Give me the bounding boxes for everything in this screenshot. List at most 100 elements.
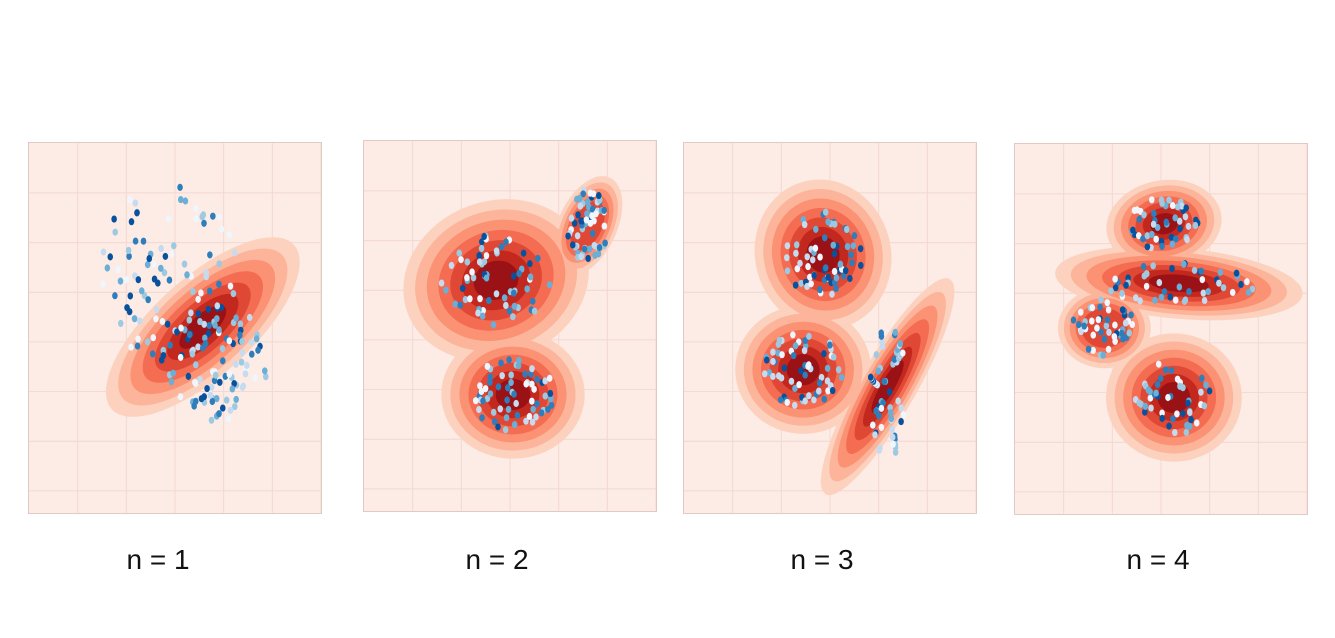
sample-point: [181, 260, 188, 268]
sample-point: [483, 274, 490, 282]
sample-point: [761, 370, 768, 378]
sample-point: [811, 271, 817, 280]
sample-point: [878, 404, 885, 412]
sample-point: [1153, 235, 1159, 243]
sample-point: [487, 378, 493, 386]
sample-point: [565, 232, 571, 240]
sample-point: [880, 399, 886, 407]
sample-point: [1120, 335, 1126, 343]
sample-point: [490, 408, 497, 416]
sample-point: [195, 343, 201, 351]
sample-point: [1112, 284, 1119, 292]
sample-point: [197, 317, 203, 326]
sample-point: [443, 286, 449, 294]
sample-point: [542, 377, 548, 385]
sample-point: [255, 346, 261, 354]
sample-point: [838, 373, 845, 382]
density-panel-1: [28, 142, 322, 514]
sample-point: [233, 395, 239, 403]
sample-point: [1075, 321, 1082, 329]
sample-point: [505, 405, 512, 414]
sample-point: [198, 289, 204, 297]
sample-point: [151, 260, 157, 268]
panel-caption-4: n = 4: [1126, 544, 1190, 575]
sample-point: [833, 274, 840, 282]
sample-point: [115, 266, 121, 274]
sample-point: [498, 359, 504, 367]
sample-point: [1172, 429, 1178, 437]
sample-point: [534, 400, 540, 408]
sample-point: [796, 381, 802, 389]
sample-point: [1077, 308, 1084, 316]
sample-point: [1244, 278, 1250, 286]
sample-point: [589, 229, 596, 238]
sample-point: [1090, 331, 1097, 339]
sample-point: [546, 374, 553, 382]
sample-point: [824, 364, 831, 372]
sample-point: [203, 269, 210, 277]
sample-point: [506, 356, 512, 364]
sample-point: [1095, 316, 1102, 324]
sample-point: [177, 183, 183, 191]
sample-point: [233, 360, 239, 368]
density-contour: [1148, 274, 1209, 293]
sample-point: [214, 315, 220, 323]
sample-point: [821, 234, 828, 242]
sample-point: [225, 415, 232, 423]
sample-point: [1205, 288, 1211, 296]
sample-point: [482, 385, 489, 393]
sample-point: [510, 272, 517, 280]
density-plot-3: [684, 143, 976, 513]
sample-point: [209, 397, 216, 406]
sample-point: [117, 319, 124, 328]
sample-point: [867, 373, 874, 381]
panel-caption-1: n = 1: [126, 544, 190, 575]
sample-point: [812, 244, 819, 252]
sample-point: [878, 423, 885, 431]
sample-point: [201, 320, 207, 328]
sample-point: [240, 382, 247, 390]
sample-point: [801, 347, 808, 355]
sample-point: [1144, 232, 1151, 240]
sample-point: [876, 412, 882, 420]
sample-point: [1100, 351, 1106, 359]
sample-point: [842, 267, 849, 275]
sample-point: [457, 301, 464, 309]
sample-point: [583, 216, 590, 224]
sample-point: [1184, 421, 1190, 429]
sample-point: [595, 250, 602, 258]
sample-point: [524, 285, 530, 293]
sample-point: [216, 326, 222, 334]
sample-point: [546, 281, 553, 289]
sample-point: [1119, 306, 1126, 314]
sample-point: [137, 317, 143, 325]
sample-point: [212, 321, 218, 329]
sample-point: [589, 205, 596, 213]
sample-point: [193, 205, 200, 213]
sample-point: [1172, 214, 1178, 222]
sample-point: [817, 286, 823, 294]
sample-point: [1182, 296, 1189, 304]
sample-point: [1088, 317, 1095, 325]
sample-point: [1159, 409, 1165, 417]
sample-point: [788, 377, 795, 385]
sample-point: [1129, 320, 1136, 329]
sample-point: [886, 388, 893, 396]
sample-point: [581, 245, 588, 253]
sample-point: [239, 338, 245, 346]
sample-point: [472, 397, 479, 405]
sample-point: [200, 344, 206, 352]
sample-point: [1097, 303, 1103, 311]
sample-point: [117, 277, 124, 285]
sample-point: [802, 336, 809, 344]
sample-point: [818, 373, 825, 382]
sample-point: [131, 315, 138, 323]
sample-point: [1174, 375, 1181, 383]
sample-point: [1150, 220, 1157, 228]
sample-point: [491, 418, 498, 426]
sample-point: [898, 417, 904, 426]
sample-point: [239, 349, 245, 357]
sample-point: [851, 232, 858, 240]
sample-point: [792, 342, 799, 350]
sample-point: [459, 284, 466, 292]
